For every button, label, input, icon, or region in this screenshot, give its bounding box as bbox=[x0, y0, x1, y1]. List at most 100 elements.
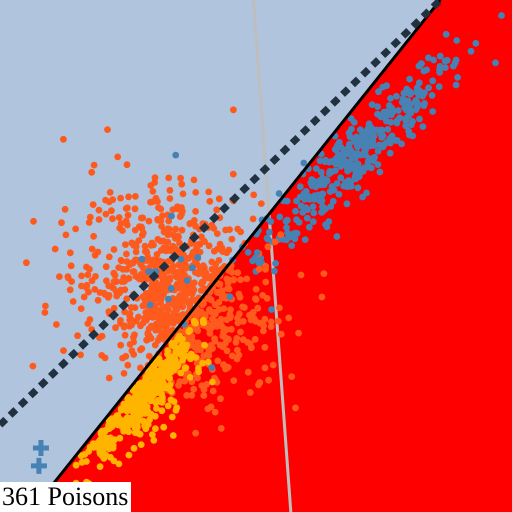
class-a-outliers-point bbox=[245, 249, 252, 256]
class-b-point bbox=[254, 305, 261, 312]
class-a-point bbox=[416, 63, 423, 70]
class-a-point bbox=[334, 180, 341, 187]
class-a-point bbox=[326, 168, 333, 175]
class-b-point bbox=[240, 336, 247, 343]
class-b-point bbox=[220, 305, 227, 312]
class-b-point bbox=[190, 386, 197, 393]
class-a-outliers-point bbox=[147, 302, 154, 309]
class-b-point bbox=[58, 219, 65, 226]
class-a-point bbox=[387, 150, 394, 157]
class-b-point bbox=[197, 241, 204, 248]
class-b-scattered-point bbox=[272, 239, 279, 246]
class-b-point bbox=[217, 281, 224, 288]
class-a-point bbox=[284, 198, 291, 205]
class-b-point bbox=[112, 272, 119, 279]
class-b-point bbox=[23, 259, 30, 266]
class-b-point bbox=[70, 298, 77, 305]
class-b-point bbox=[87, 214, 94, 221]
poison-point bbox=[106, 440, 113, 447]
poison-point bbox=[99, 431, 106, 438]
class-b-point bbox=[223, 326, 230, 333]
poison-point bbox=[119, 424, 126, 431]
class-b-point bbox=[211, 248, 218, 255]
class-b-point bbox=[95, 249, 102, 256]
class-b-point bbox=[248, 317, 255, 324]
poison-point bbox=[132, 397, 139, 404]
class-b-point bbox=[268, 319, 275, 326]
class-b-point bbox=[163, 311, 170, 318]
class-b-scattered-point bbox=[250, 192, 257, 199]
class-a-point bbox=[276, 214, 283, 221]
poison-point bbox=[141, 422, 148, 429]
class-b-point bbox=[170, 206, 177, 213]
class-a-point bbox=[334, 142, 341, 149]
class-b-point bbox=[87, 316, 94, 323]
class-b-scattered-point bbox=[172, 304, 179, 311]
class-b-point bbox=[123, 251, 130, 258]
class-a-point bbox=[406, 132, 413, 139]
class-b-point bbox=[133, 249, 140, 256]
class-a-point bbox=[311, 196, 318, 203]
class-b-point bbox=[124, 161, 131, 168]
class-b-point bbox=[138, 262, 145, 269]
class-b-point bbox=[192, 189, 199, 196]
class-b-point bbox=[201, 272, 208, 279]
class-a-point bbox=[362, 152, 369, 159]
class-b-point bbox=[217, 395, 224, 402]
class-b-scattered-point bbox=[155, 217, 162, 224]
class-b-scattered-point bbox=[321, 270, 328, 277]
class-b-scattered-point bbox=[217, 322, 224, 329]
class-b-point bbox=[56, 273, 63, 280]
class-b-point bbox=[85, 271, 92, 278]
poison-point bbox=[195, 369, 202, 376]
class-b-point bbox=[67, 249, 74, 256]
class-a-point bbox=[444, 57, 451, 64]
class-a-outliers-point bbox=[172, 152, 179, 159]
class-b-point bbox=[42, 303, 49, 310]
poison-point bbox=[160, 424, 167, 431]
class-b-point bbox=[275, 318, 282, 325]
class-b-point bbox=[262, 365, 269, 372]
class-b-point bbox=[78, 273, 85, 280]
poison-point bbox=[156, 377, 163, 384]
class-b-point bbox=[129, 347, 136, 354]
poison-point bbox=[186, 327, 193, 334]
class-b-point bbox=[205, 406, 212, 413]
poison-point bbox=[150, 385, 157, 392]
class-a-point bbox=[322, 205, 329, 212]
class-a-point bbox=[416, 116, 423, 123]
class-b-point bbox=[208, 259, 215, 266]
class-a-point bbox=[292, 235, 299, 242]
class-a-point bbox=[380, 143, 387, 150]
class-a-outliers-point bbox=[184, 277, 191, 284]
poison-point bbox=[200, 317, 207, 324]
class-b-scattered-point bbox=[128, 240, 135, 247]
class-b-point bbox=[67, 286, 74, 293]
class-b-point bbox=[137, 346, 144, 353]
class-b-point bbox=[147, 182, 154, 189]
poison-point bbox=[116, 435, 123, 442]
class-b-scattered-point bbox=[144, 292, 151, 299]
class-b-scattered-point bbox=[111, 246, 118, 253]
class-b-scattered-point bbox=[109, 196, 116, 203]
class-a-outliers-point bbox=[168, 213, 175, 220]
class-a-point bbox=[361, 165, 368, 172]
class-a-point bbox=[318, 196, 325, 203]
class-a-point bbox=[454, 74, 461, 81]
class-a-outliers-point bbox=[268, 306, 275, 313]
class-a-point bbox=[330, 198, 337, 205]
class-b-point bbox=[237, 329, 244, 336]
class-b-point bbox=[122, 241, 129, 248]
class-a-point bbox=[343, 183, 350, 190]
class-a-point bbox=[436, 83, 443, 90]
class-a-point bbox=[272, 260, 279, 267]
class-b-point bbox=[117, 320, 124, 327]
class-a-outliers-point bbox=[189, 264, 196, 271]
class-b-point bbox=[276, 305, 283, 312]
class-a-point bbox=[370, 158, 377, 165]
class-b-point bbox=[121, 286, 128, 293]
poison-point bbox=[188, 351, 195, 358]
class-b-point bbox=[119, 355, 126, 362]
class-b-point bbox=[103, 277, 110, 284]
class-b-point bbox=[150, 293, 157, 300]
